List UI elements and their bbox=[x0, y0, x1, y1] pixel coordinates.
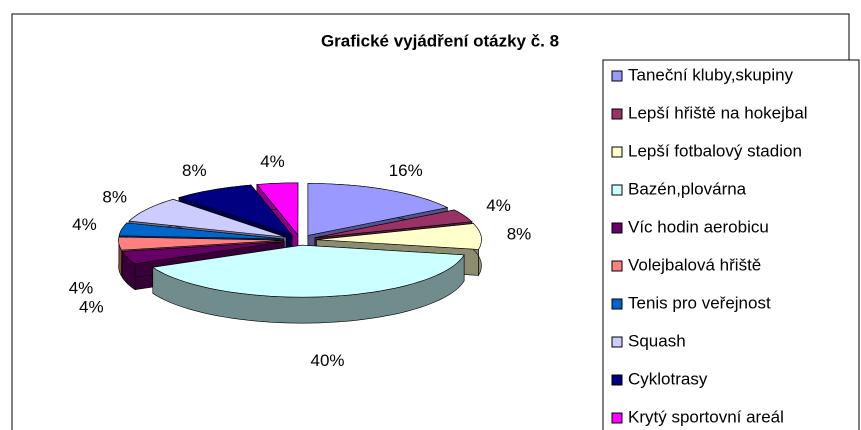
data-label: 8% bbox=[182, 161, 207, 180]
slice bbox=[316, 223, 482, 250]
legend-label: Víc hodin aerobicu bbox=[628, 217, 769, 236]
legend-label: Cyklotrasy bbox=[628, 369, 708, 388]
chart-title: Grafické vyjádření otázky č. 8 bbox=[321, 31, 559, 50]
legend-swatch bbox=[611, 146, 623, 158]
data-label: 16% bbox=[389, 161, 423, 180]
slice bbox=[121, 241, 285, 265]
legend-label: Squash bbox=[628, 331, 686, 350]
legend-swatch bbox=[611, 222, 623, 234]
legend-label: Volejbalová hřiště bbox=[628, 255, 761, 274]
legend-swatch bbox=[611, 260, 623, 272]
legend-box bbox=[602, 59, 860, 430]
legend-swatch bbox=[611, 70, 623, 82]
slice bbox=[118, 222, 284, 240]
legend-label: Taneční kluby,skupiny bbox=[628, 65, 794, 84]
slice bbox=[128, 198, 287, 238]
data-label: 4% bbox=[72, 215, 97, 234]
data-label: 40% bbox=[310, 351, 344, 370]
slice bbox=[151, 244, 465, 324]
data-label: 4% bbox=[260, 152, 285, 171]
data-label: 8% bbox=[102, 188, 127, 207]
slice bbox=[151, 244, 465, 298]
slice bbox=[178, 184, 293, 237]
legend-swatch bbox=[611, 336, 623, 348]
pie bbox=[118, 182, 482, 324]
slice bbox=[307, 183, 449, 236]
legend-label: Krytý sportovní areál bbox=[628, 407, 784, 426]
slice bbox=[256, 182, 299, 236]
legend-swatch bbox=[611, 298, 623, 310]
legend-label: Lepší fotbalový stadion bbox=[628, 141, 802, 160]
slice bbox=[118, 236, 284, 251]
legend-swatch bbox=[611, 108, 623, 120]
legend-swatch bbox=[611, 184, 623, 196]
data-label: 4% bbox=[69, 278, 94, 297]
data-label: 8% bbox=[507, 225, 532, 244]
data-label: 4% bbox=[79, 298, 104, 317]
slice bbox=[314, 209, 473, 239]
legend-swatch bbox=[611, 412, 623, 424]
legend-swatch bbox=[611, 374, 623, 386]
data-label: 4% bbox=[486, 196, 511, 215]
legend-label: Lepší hřiště na hokejbal bbox=[628, 103, 808, 122]
legend-label: Tenis pro veřejnost bbox=[628, 293, 771, 312]
legend-label: Bazén,plovárna bbox=[628, 179, 747, 198]
